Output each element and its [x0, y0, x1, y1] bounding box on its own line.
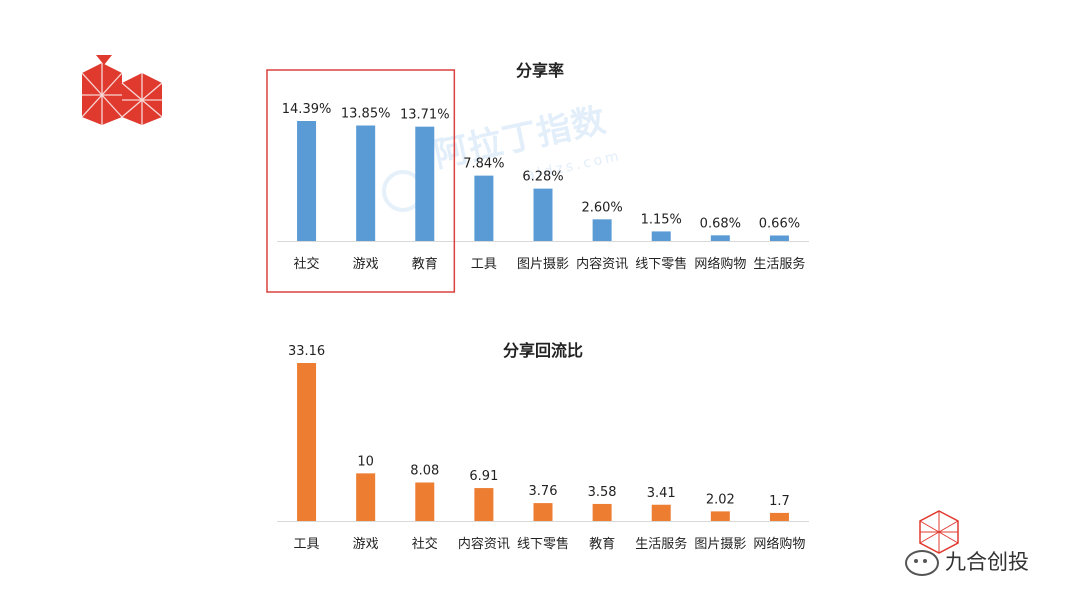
bar: [533, 188, 553, 241]
data-label: 3.58: [588, 485, 617, 500]
data-label: 2.60%: [581, 200, 622, 215]
data-label: 2.02: [706, 492, 735, 507]
bar: [474, 488, 494, 521]
category-label: 内容资讯: [458, 536, 510, 552]
wechat-icon: [905, 550, 939, 576]
brand-cube-icon: [919, 510, 959, 554]
data-label: 33.16: [288, 344, 325, 359]
data-label: 7.84%: [463, 157, 504, 172]
bar: [415, 482, 435, 521]
data-label: 14.39%: [282, 102, 332, 117]
category-label: 生活服务: [753, 256, 805, 272]
data-label: 8.08: [410, 464, 439, 479]
data-label: 13.71%: [400, 108, 450, 123]
brand-name: 九合创投: [945, 550, 1029, 574]
bar: [356, 473, 376, 521]
bar: [769, 235, 789, 241]
brand-label: 九合创投: [905, 546, 1029, 576]
category-label: 图片摄影: [694, 537, 746, 552]
bar: [769, 512, 789, 521]
data-label: 13.85%: [341, 107, 391, 122]
chart-title: 分享率: [516, 61, 564, 80]
highlight-box: [266, 69, 456, 293]
category-label: 工具: [471, 257, 497, 272]
category-label: 社交: [294, 256, 320, 272]
data-label: 6.91: [469, 469, 498, 484]
bar: [297, 363, 317, 521]
data-label: 0.66%: [759, 216, 800, 231]
category-label: 网络购物: [694, 256, 746, 272]
category-label: 生活服务: [635, 536, 687, 552]
data-label: 1.15%: [641, 212, 682, 227]
category-label: 内容资讯: [576, 256, 628, 272]
data-label: 10: [357, 454, 374, 469]
bar: [710, 235, 730, 241]
category-label: 网络购物: [753, 536, 805, 552]
chart-title: 分享回流比: [503, 341, 583, 360]
data-label: 1.7: [769, 494, 790, 509]
brand-logo-icon: [82, 55, 163, 125]
category-label: 工具: [294, 537, 320, 552]
bar: [356, 125, 376, 241]
category-label: 游戏: [353, 537, 379, 552]
data-label: 3.41: [647, 486, 676, 501]
bar: [297, 121, 317, 241]
bar: [474, 175, 494, 241]
bar: [415, 126, 435, 241]
category-label: 线下零售: [635, 256, 687, 272]
bar: [592, 503, 612, 521]
category-label: 教育: [589, 536, 615, 552]
category-label: 社交: [412, 536, 438, 552]
category-label: 图片摄影: [517, 257, 569, 272]
bar: [533, 503, 553, 521]
bar: [710, 511, 730, 521]
bar: [592, 219, 612, 241]
data-label: 6.28%: [522, 170, 563, 185]
category-label: 线下零售: [517, 536, 569, 552]
category-label: 教育: [412, 256, 438, 272]
data-label: 0.68%: [700, 216, 741, 231]
bar: [651, 504, 671, 521]
category-label: 游戏: [353, 257, 379, 272]
data-label: 3.76: [529, 484, 558, 499]
bar: [651, 231, 671, 241]
